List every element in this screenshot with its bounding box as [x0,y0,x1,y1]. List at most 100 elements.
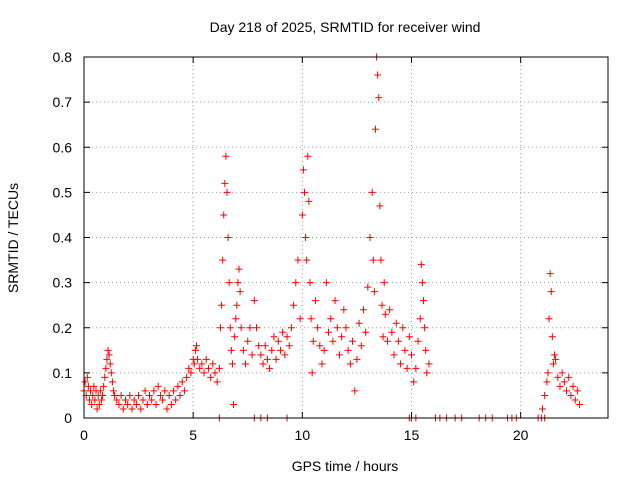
data-point [207,373,215,381]
data-point [139,396,147,404]
data-point [96,387,104,395]
data-point [380,279,388,287]
data-point [209,360,217,368]
data-point [102,364,110,372]
data-point [299,166,307,174]
data-point [567,391,575,399]
data-point [369,256,377,264]
data-point [368,188,376,196]
data-point [371,125,379,133]
y-tick-label: 0.3 [53,275,73,291]
data-point [390,351,398,359]
data-point [180,387,188,395]
data-point [318,360,326,368]
data-point [202,355,210,363]
data-point [236,288,244,296]
data-point [130,396,138,404]
data-point [549,360,557,368]
data-point [544,369,552,377]
data-point [126,391,134,399]
data-point [298,211,306,219]
data-point [287,324,295,332]
data-point [221,179,229,187]
data-point [545,315,553,323]
data-point [388,328,396,336]
data-point [539,405,546,413]
data-point [100,382,108,390]
data-point [416,315,424,323]
data-point [316,342,324,350]
data-point [285,342,293,350]
data-point [165,391,173,399]
data-point [121,396,129,404]
data-point [242,360,250,368]
data-point [250,297,258,305]
data-point [252,324,260,332]
y-tick-label: 0.1 [53,365,73,381]
data-point [353,355,361,363]
x-tick-label: 5 [189,427,197,443]
data-point [399,324,407,332]
y-tick-label: 0.6 [53,139,73,155]
data-point [227,346,235,354]
data-point [378,301,386,309]
data-point [397,360,405,368]
data-point [306,279,314,287]
data-point [425,360,433,368]
data-point [198,360,206,368]
data-point [268,346,276,354]
data-point [215,364,223,372]
data-point [290,301,298,309]
data-point [311,297,319,305]
data-points-layer [80,53,584,422]
data-point [95,400,103,408]
data-point [81,378,89,386]
data-point [305,197,313,205]
data-point [220,211,228,219]
data-point [420,297,428,305]
data-point [83,373,91,381]
data-point [226,324,234,332]
data-point [303,256,311,264]
data-point [329,337,337,345]
data-point [228,360,236,368]
data-point [192,342,200,350]
data-point [338,333,346,341]
data-point [405,333,413,341]
data-point [183,373,191,381]
data-point [204,364,212,372]
data-point [263,355,271,363]
y-tick-label: 0 [64,410,72,426]
data-point [135,391,143,399]
data-point [97,396,105,404]
data-point [109,387,117,395]
data-point [124,400,132,408]
data-point [88,400,96,408]
data-point [272,355,280,363]
data-point [187,369,195,377]
data-point [307,315,315,323]
data-point [137,405,145,413]
data-point [370,288,378,296]
data-point [154,382,162,390]
chart-title: Day 218 of 2025, SRMTID for receiver win… [210,19,481,35]
data-point [573,387,581,395]
data-point [105,351,113,359]
data-point [235,265,243,273]
data-point [196,364,204,372]
data-point [366,234,374,241]
data-point [403,364,411,372]
data-point [107,369,115,377]
data-point [560,378,568,386]
data-point [294,256,302,264]
data-point [392,319,400,327]
data-point [270,333,278,341]
data-point [320,346,328,354]
data-point [230,400,238,408]
data-point [190,360,198,368]
data-point [246,324,254,332]
data-point [342,324,350,332]
data-point [108,378,116,386]
y-tick-labels: 0 0.1 0.2 0.3 0.4 0.5 0.6 0.7 0.8 [53,49,73,426]
